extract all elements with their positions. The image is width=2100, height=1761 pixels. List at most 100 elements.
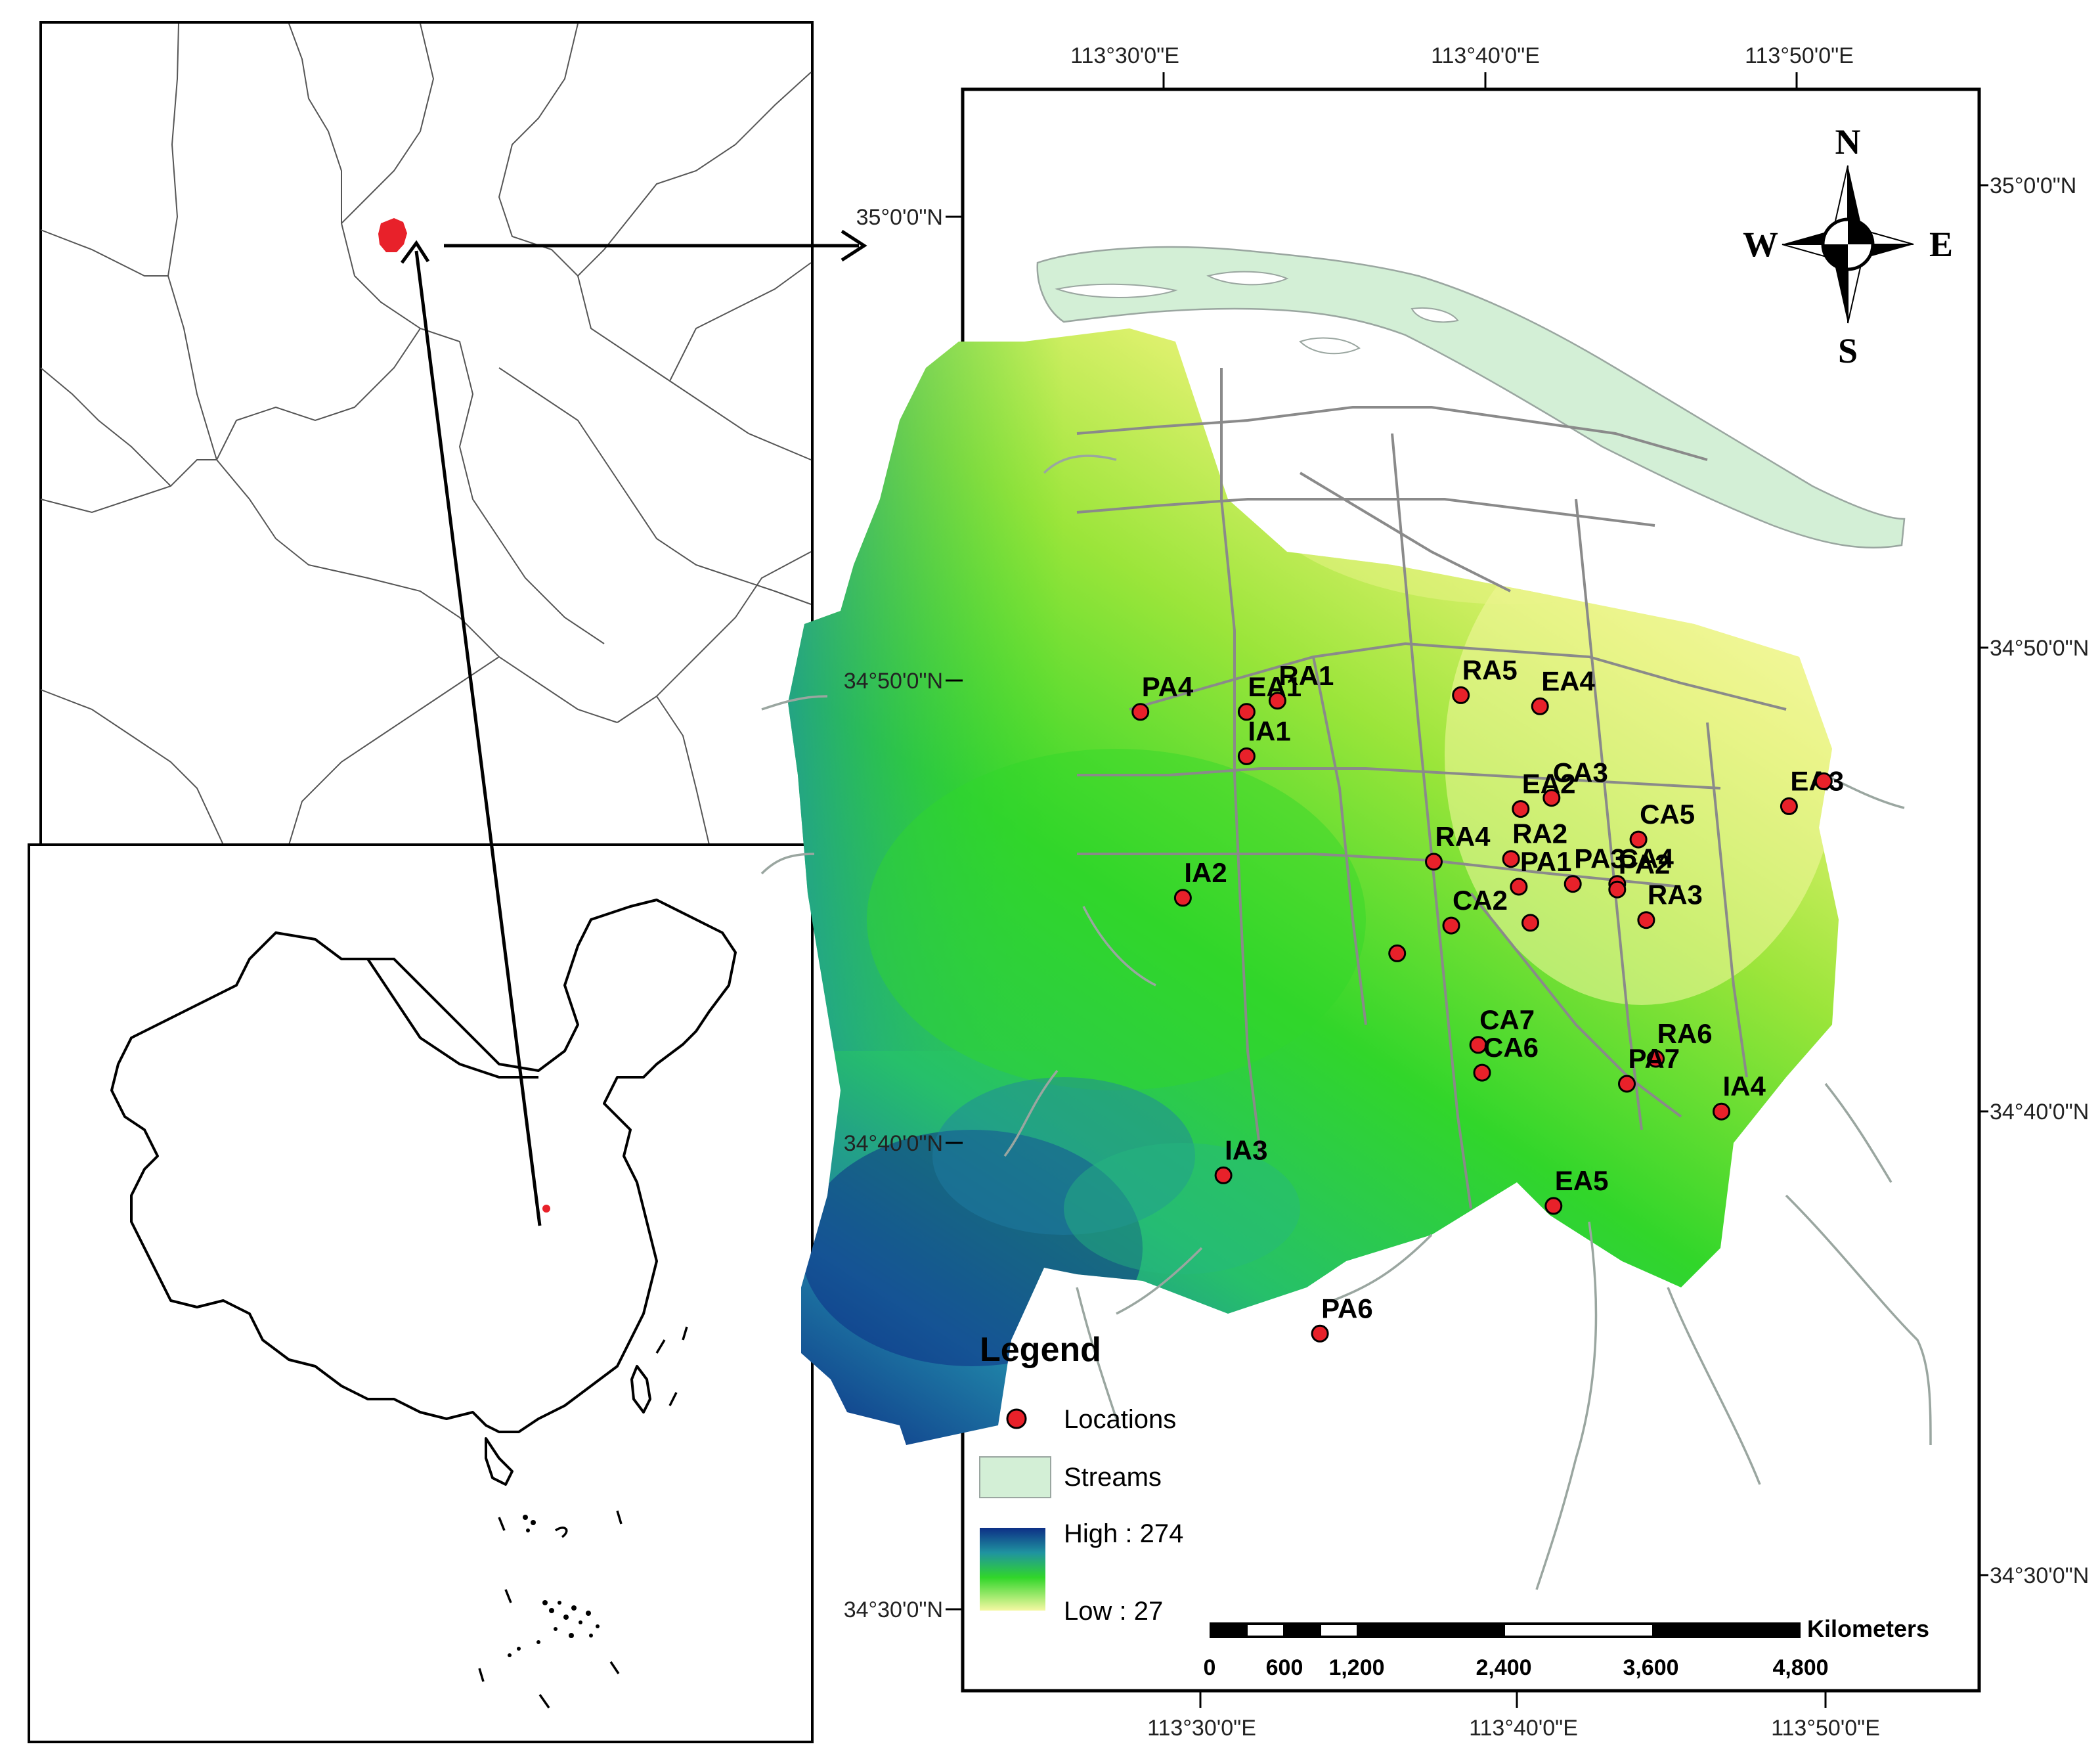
location-label-ra5: RA5	[1462, 654, 1518, 685]
locator-arrows	[400, 229, 867, 1226]
location-label-ra3: RA3	[1648, 880, 1703, 910]
scale-tick-3: 2,400	[1476, 1655, 1531, 1680]
location-label-ca3: CA3	[1553, 757, 1608, 788]
location-marker-ea5	[1544, 1197, 1563, 1215]
legend-locations-label: Locations	[1064, 1405, 1176, 1434]
location-label-ia4: IA4	[1723, 1071, 1766, 1102]
scale-tick-5: 4,800	[1772, 1655, 1828, 1680]
right-lat-label-4: 34°30'0"N	[1990, 1563, 2089, 1588]
top-lon-label-2: 113°40'0"E	[1431, 43, 1540, 68]
legend-low-label: Low : 27	[1064, 1597, 1163, 1626]
location-marker-pa7	[1618, 1075, 1636, 1093]
location-marker-ia4	[1713, 1102, 1730, 1121]
location-label-ia1: IA1	[1248, 715, 1290, 746]
location-marker-pa1	[1510, 878, 1528, 896]
south-china-sea-islands	[508, 1515, 600, 1657]
location-label-ra4: RA4	[1435, 821, 1491, 852]
streams-layer	[1036, 246, 1906, 548]
compass-east: E	[1929, 225, 1953, 264]
legend-high-label: High : 274	[1064, 1519, 1183, 1548]
locations-layer: PA4EA1RA1IA1RA5EA4EA2CA3CA5EA3IA2RA4RA2C…	[1131, 654, 1844, 1343]
location-label-ea4: EA4	[1541, 665, 1595, 696]
location-marker-ca7	[1469, 1036, 1487, 1054]
location-label-pa4: PA4	[1142, 671, 1194, 702]
location-label-ra6: RA6	[1657, 1018, 1713, 1049]
location-marker-ea4	[1531, 697, 1549, 715]
china-inset	[28, 843, 814, 1743]
location-marker-pa2	[1608, 880, 1627, 899]
study-area-marker-china	[542, 1205, 550, 1213]
location-label-ea5: EA5	[1555, 1165, 1609, 1196]
left-lat-label-4: 34°30'0"N	[844, 1597, 943, 1622]
location-marker-ca5	[1629, 830, 1648, 849]
scale-tick-0: 0	[1204, 1655, 1216, 1680]
location-marker-ra5	[1452, 686, 1470, 704]
location-label-ia2: IA2	[1184, 857, 1227, 888]
left-lat-label-1: 35°0'0"N	[856, 205, 943, 230]
stream-islands	[1055, 271, 1459, 355]
location-marker-ea3	[1780, 797, 1798, 815]
bottom-lon-label-3: 113°50'0"E	[1771, 1716, 1880, 1741]
location-marker-ca3	[1542, 789, 1561, 807]
location-marker-ea1	[1237, 703, 1256, 721]
bottom-lon-label-1: 113°30'0"E	[1147, 1716, 1256, 1741]
legend-title: Legend	[980, 1331, 1101, 1369]
left-lat-label-2: 34°50'0"N	[844, 669, 943, 694]
location-marker-pa6	[1311, 1324, 1329, 1343]
scale-bar: 0 600 1,200 2,400 3,600 4,800 Kilometers	[1204, 1615, 1930, 1680]
left-lat-label-3: 34°40'0"N	[844, 1131, 943, 1156]
location-marker-ra6	[1647, 1050, 1665, 1068]
right-lat-label-3: 34°40'0"N	[1990, 1100, 2089, 1125]
location-marker-ra4	[1425, 853, 1443, 871]
legend-streams-label: Streams	[1064, 1463, 1162, 1492]
province-inset	[39, 21, 814, 846]
bottom-lon-label-2: 113°40'0"E	[1469, 1716, 1578, 1741]
scale-unit: Kilometers	[1807, 1615, 1929, 1642]
location-label-ra2: RA2	[1512, 818, 1567, 849]
china-outline	[110, 899, 737, 1433]
location-marker-ca6	[1473, 1063, 1491, 1082]
location-marker-pa5	[1521, 914, 1539, 932]
location-marker-ra3	[1637, 911, 1655, 929]
location-label-pa1: PA1	[1520, 846, 1572, 877]
location-label-ca7: CA7	[1479, 1004, 1535, 1035]
location-label-ca4: CA4	[1619, 843, 1674, 874]
location-marker-ia3	[1214, 1166, 1233, 1184]
location-marker-ca1	[1388, 944, 1407, 962]
compass-south: S	[1838, 331, 1858, 370]
location-marker-ca2	[1442, 916, 1460, 935]
location-label-pa2: PA2	[1619, 849, 1671, 880]
location-marker-ra2	[1502, 850, 1520, 868]
location-label-ca5: CA5	[1640, 799, 1695, 830]
location-marker-ra1	[1268, 692, 1286, 710]
location-label-pa3: PA3	[1574, 843, 1626, 874]
legend-elevation-ramp	[980, 1528, 1045, 1611]
north-arrow: N S E W	[1743, 122, 1953, 370]
location-label-pa6: PA6	[1321, 1293, 1373, 1324]
location-label-ia3: IA3	[1225, 1134, 1267, 1165]
legend-location-symbol	[1006, 1408, 1027, 1429]
location-marker-ia2	[1173, 889, 1192, 907]
main-map: 113°30'0"E 113°40'0"E 113°50'0"E 113°30'…	[760, 43, 2089, 1741]
legend-streams-swatch	[979, 1456, 1051, 1498]
province-boundaries	[40, 23, 812, 845]
legend: Legend Locations Streams High : 274 Low …	[979, 1331, 1183, 1626]
scale-tick-4: 3,600	[1623, 1655, 1678, 1680]
right-lat-label-2: 34°50'0"N	[1990, 636, 2089, 661]
location-marker-pa4	[1131, 703, 1150, 721]
right-lat-label-1: 35°0'0"N	[1990, 173, 2076, 198]
location-marker-ea3b	[1814, 772, 1833, 790]
location-label-ca6: CA6	[1483, 1032, 1539, 1063]
location-label-ra1: RA1	[1279, 660, 1334, 691]
location-marker-ia1	[1237, 747, 1256, 765]
compass-north: N	[1835, 122, 1861, 162]
location-marker-pa3	[1564, 875, 1582, 893]
compass-west: W	[1743, 225, 1778, 264]
location-label-pa7: PA7	[1629, 1043, 1680, 1074]
location-label-ca2: CA2	[1453, 885, 1508, 916]
study-area-marker	[378, 218, 407, 252]
top-lon-label-1: 113°30'0"E	[1070, 43, 1179, 68]
location-marker-ea2	[1512, 800, 1530, 818]
scale-tick-1: 600	[1266, 1655, 1303, 1680]
